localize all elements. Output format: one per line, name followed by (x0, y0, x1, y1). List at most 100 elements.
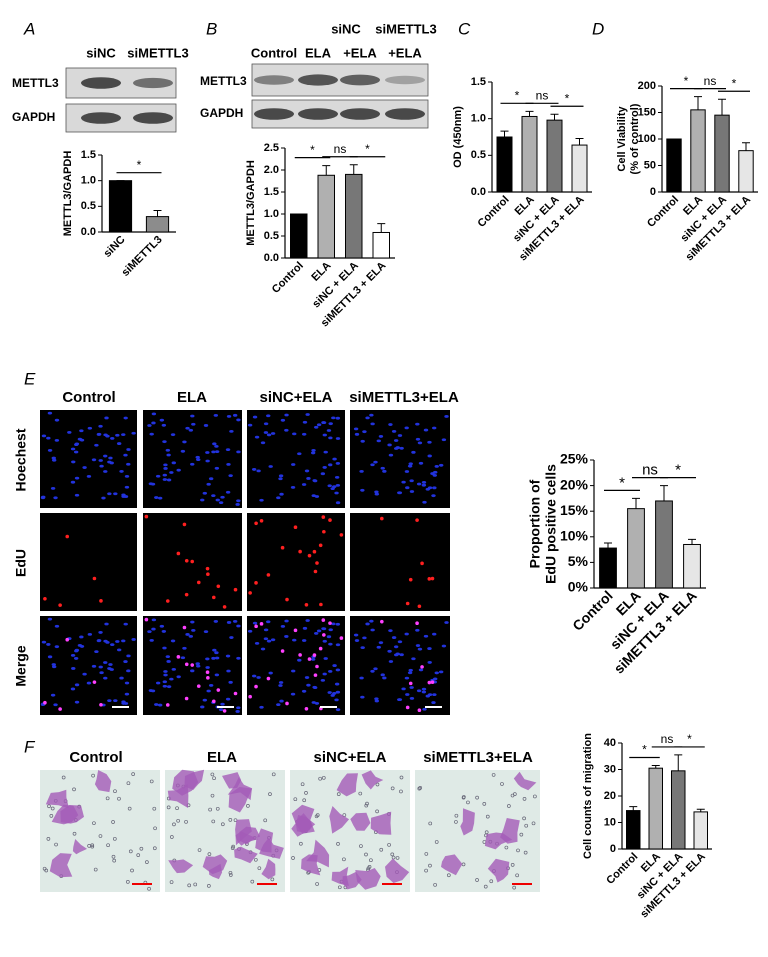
edu-nucleus (266, 676, 271, 681)
pore (315, 882, 319, 886)
pore (228, 818, 233, 822)
edu-nucleus (182, 625, 187, 630)
edu-nucleus (99, 702, 103, 707)
nucleus (150, 689, 156, 693)
nucleus (161, 423, 167, 427)
significance-label: * (684, 74, 689, 88)
nucleus (260, 441, 266, 445)
nucleus (415, 422, 420, 426)
nucleus (119, 470, 124, 473)
pore (152, 806, 157, 811)
micrograph (40, 410, 137, 508)
bar-chart: 0 10 20 30 40 Cell counts of migration Control… (582, 732, 712, 920)
y-tick-label: 0.5 (471, 149, 486, 161)
edu-nucleus (144, 617, 149, 622)
nucleus (334, 475, 340, 479)
edu-nucleus (315, 561, 319, 565)
edu-nucleus (222, 709, 227, 713)
pore (126, 781, 131, 786)
y-tick-label: 10% (560, 528, 589, 544)
nucleus (82, 466, 87, 469)
pore (246, 804, 250, 808)
nucleus (362, 430, 367, 434)
nucleus (236, 624, 241, 628)
nucleus (190, 462, 195, 466)
nucleus (228, 680, 233, 684)
error-bar (575, 137, 584, 146)
edu-nucleus (322, 633, 326, 637)
pore (300, 782, 305, 787)
nucleus (54, 624, 60, 628)
edu-nucleus (321, 618, 326, 622)
pore (92, 821, 96, 826)
nucleus (397, 640, 403, 644)
nucleus (235, 503, 240, 506)
pore (395, 856, 400, 860)
pore (169, 880, 174, 884)
cell (209, 863, 223, 880)
nucleus (373, 667, 378, 671)
nucleus (104, 622, 109, 626)
nucleus (94, 650, 99, 654)
edu-nucleus (430, 576, 435, 581)
nucleus (211, 450, 216, 454)
nucleus (311, 449, 316, 452)
nucleus (276, 496, 281, 500)
edu-nucleus (222, 605, 227, 609)
nucleus (353, 633, 359, 637)
y-tick-label: 1.0 (264, 208, 279, 220)
bar (496, 136, 513, 193)
pore (391, 855, 396, 860)
nucleus (360, 695, 365, 699)
nucleus (214, 450, 220, 454)
pore (428, 863, 432, 868)
edu-nucleus (206, 676, 210, 680)
nucleus (388, 660, 394, 663)
nucleus (77, 437, 83, 441)
y-axis-label: METTL3/GAPDH (62, 151, 74, 237)
edu-nucleus (307, 657, 312, 661)
nucleus (331, 622, 336, 626)
pore (270, 877, 275, 882)
nucleus (208, 684, 214, 687)
nucleus (304, 676, 310, 679)
pore (61, 775, 66, 780)
nucleus (322, 672, 327, 676)
pore (126, 879, 130, 884)
nucleus (431, 494, 436, 498)
nucleus (353, 427, 359, 431)
nucleus (421, 690, 427, 694)
nucleus (70, 654, 76, 657)
error-bar (660, 485, 668, 501)
pore (524, 823, 529, 828)
nucleus (407, 464, 413, 468)
nucleus (203, 424, 209, 427)
micrograph (350, 513, 450, 611)
nucleus (116, 442, 122, 445)
pore (475, 878, 479, 882)
nucleus (354, 639, 360, 642)
nucleus (121, 495, 126, 498)
y-tick-label: 25% (560, 451, 589, 467)
nucleus (404, 426, 409, 430)
nucleus (434, 464, 439, 468)
nucleus (305, 413, 310, 416)
edu-nucleus (184, 592, 189, 597)
nucleus (284, 428, 289, 432)
pore (207, 852, 212, 856)
cell (235, 819, 252, 846)
pore (72, 831, 77, 836)
pore (184, 819, 188, 824)
nucleus (423, 428, 429, 432)
pore (98, 834, 103, 838)
nucleus (41, 640, 47, 644)
nucleus (214, 673, 220, 677)
nucleus (79, 635, 84, 639)
nucleus (251, 468, 257, 471)
pore (166, 805, 171, 810)
error-bar (674, 754, 683, 771)
nucleus (284, 413, 289, 417)
cell (500, 818, 520, 844)
y-axis-label: Cell Viability (616, 106, 628, 172)
